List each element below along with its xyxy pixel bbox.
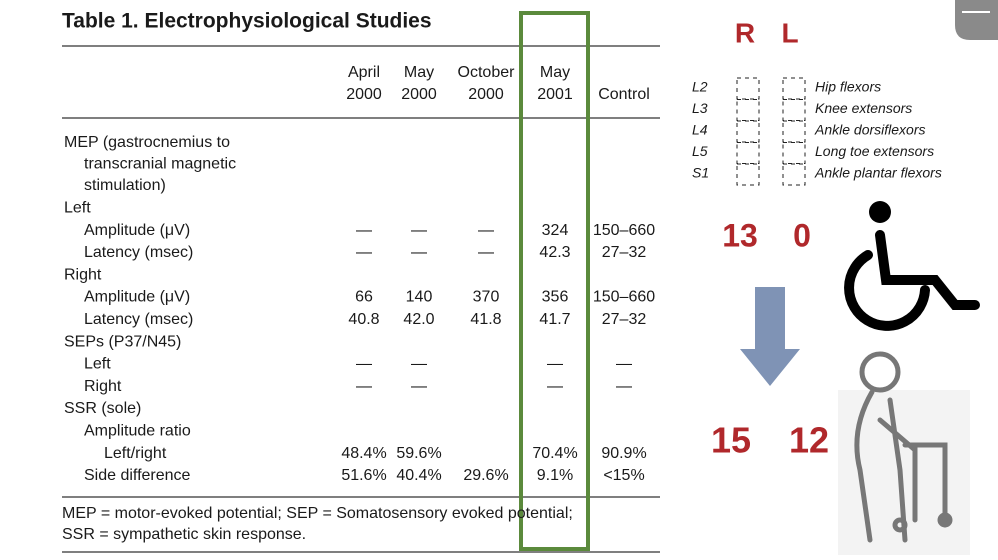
row-label: Right — [64, 266, 102, 283]
score: 12 — [789, 420, 829, 461]
cell: 150–660 — [593, 222, 655, 239]
cell: 41.8 — [470, 311, 501, 328]
myotome-box — [736, 120, 760, 143]
cell: 90.9% — [601, 445, 646, 462]
cell: 40.4% — [396, 467, 441, 484]
cell: 51.6% — [341, 467, 386, 484]
cell: 150–660 — [593, 289, 655, 306]
cell: 42.3 — [539, 244, 570, 261]
level-label: L5 — [692, 143, 708, 159]
row-label: MEP (gastrocnemius to — [64, 134, 230, 151]
row-label: SEPs (P37/N45) — [64, 333, 181, 350]
myotome-box — [782, 163, 806, 186]
cell: 40.8 — [348, 311, 379, 328]
column-header: 2000 — [468, 86, 504, 103]
column-header: May — [540, 64, 570, 81]
myotome-box — [782, 142, 806, 164]
muscle-label: Knee extensors — [815, 100, 912, 116]
level-label: L3 — [692, 100, 708, 116]
muscle-label: Long toe extensors — [815, 143, 934, 159]
cell: — — [478, 244, 494, 261]
column-header: 2000 — [401, 86, 437, 103]
myotome-box — [736, 77, 760, 100]
side-label: R — [735, 17, 755, 48]
cell: 48.4% — [341, 445, 386, 462]
score: 13 — [722, 217, 758, 253]
table-title: Table 1. Electrophysiological Studies — [62, 10, 432, 33]
side-label: L — [781, 17, 798, 48]
row-label: Left — [64, 200, 91, 217]
cell: — — [356, 378, 372, 395]
muscle-label: Ankle plantar flexors — [814, 165, 942, 181]
cell: 9.1% — [537, 467, 573, 484]
myotome-box — [736, 99, 760, 121]
level-label: S1 — [692, 165, 709, 181]
cell: 66 — [355, 289, 373, 306]
column-header: 2001 — [537, 86, 573, 103]
score: 15 — [711, 420, 751, 461]
cell: 27–32 — [602, 311, 647, 328]
cell: 356 — [542, 289, 569, 306]
column-header: Control — [598, 86, 650, 103]
level-label: L4 — [692, 122, 708, 138]
tab — [955, 0, 998, 40]
cell: 29.6% — [463, 467, 508, 484]
cell: <15% — [603, 467, 644, 484]
row-label: SSR (sole) — [64, 400, 141, 417]
cell: — — [411, 222, 427, 239]
column-header: 2000 — [346, 86, 382, 103]
cell: 27–32 — [602, 244, 647, 261]
cell: — — [616, 356, 632, 373]
score: 0 — [793, 217, 811, 253]
cell: — — [356, 222, 372, 239]
highlight-box — [519, 11, 590, 551]
cell: 59.6% — [396, 445, 441, 462]
cell: — — [478, 222, 494, 239]
myotome-box — [736, 142, 760, 164]
cell: 42.0 — [403, 311, 434, 328]
myotome-box — [782, 120, 806, 143]
row-label: Latency (msec) — [84, 311, 193, 328]
row-label: Amplitude (μV) — [84, 289, 190, 306]
muscle-label: Ankle dorsiflexors — [814, 122, 926, 138]
cell: — — [356, 244, 372, 261]
row-label: Right — [84, 378, 122, 395]
arrow — [740, 287, 800, 386]
cell: — — [411, 378, 427, 395]
cell: — — [547, 378, 563, 395]
row-label: Left — [84, 356, 111, 373]
cell: — — [411, 244, 427, 261]
myotome-box — [782, 99, 806, 121]
cell: — — [356, 356, 372, 373]
walker-icon — [838, 351, 970, 555]
row-label: Latency (msec) — [84, 244, 193, 261]
footnote: MEP = motor-evoked potential; SEP = Soma… — [62, 505, 573, 522]
cell: 324 — [542, 222, 569, 239]
cell: 70.4% — [532, 445, 577, 462]
column-header: October — [458, 64, 516, 81]
cell: — — [547, 356, 563, 373]
myotome-box — [782, 77, 806, 100]
row-label: Amplitude (μV) — [84, 222, 190, 239]
cell: 370 — [473, 289, 500, 306]
row-label: stimulation) — [84, 177, 166, 194]
column-header: April — [348, 64, 380, 81]
muscle-label: Hip flexors — [815, 79, 881, 95]
wheelchair-icon — [844, 201, 980, 331]
column-header: May — [404, 64, 434, 81]
cell: — — [616, 378, 632, 395]
footnote: SSR = sympathetic skin response. — [62, 526, 306, 543]
row-label: transcranial magnetic — [84, 156, 236, 173]
cell: 41.7 — [539, 311, 570, 328]
row-label: Amplitude ratio — [84, 423, 191, 440]
row-label: Side difference — [84, 467, 191, 484]
level-label: L2 — [692, 79, 708, 95]
cell: 140 — [406, 289, 433, 306]
cell: — — [411, 356, 427, 373]
myotome-box — [736, 163, 760, 186]
row-label: Left/right — [104, 445, 167, 462]
